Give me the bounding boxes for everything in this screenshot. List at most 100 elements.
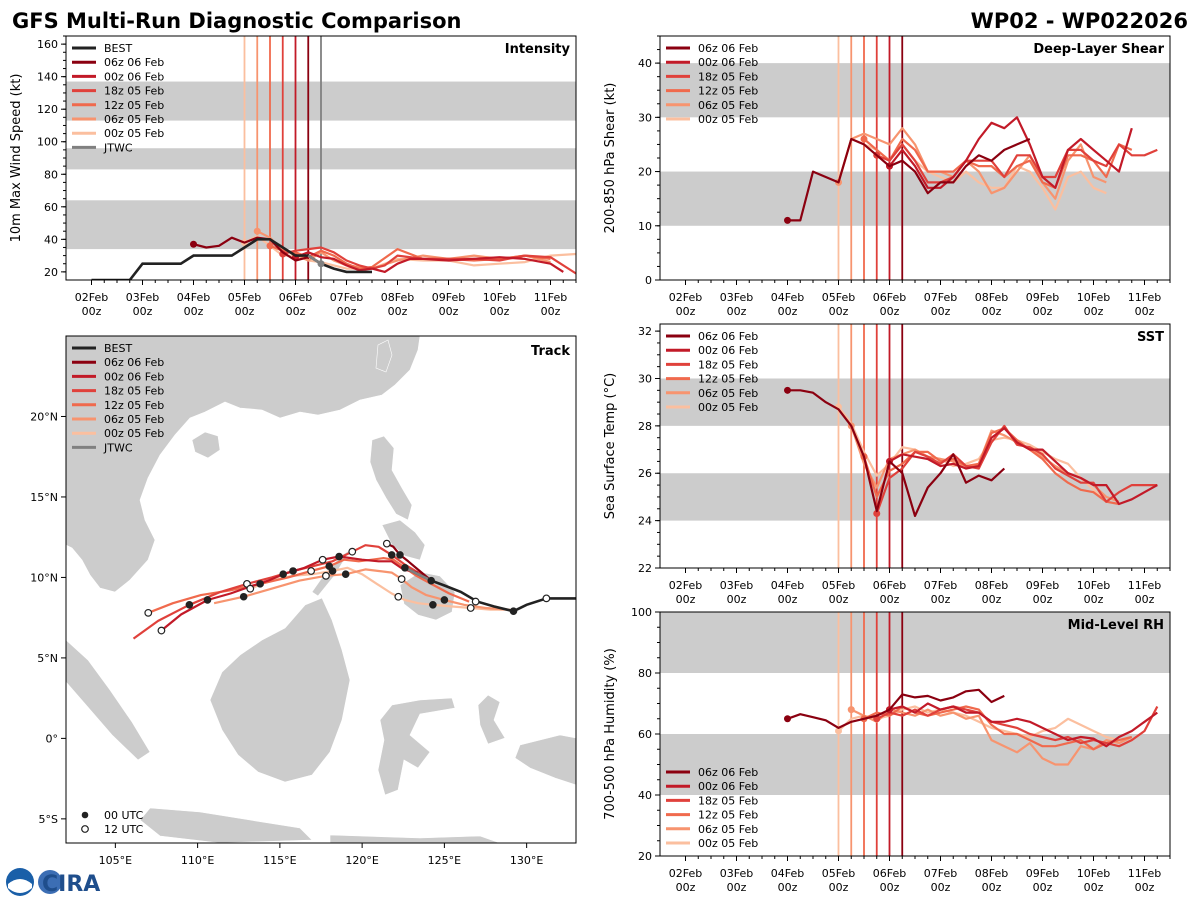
x-tick-label-hour: 00z <box>880 593 900 606</box>
series-line <box>876 143 1158 184</box>
x-tick-label-hour: 00z <box>133 305 153 318</box>
y-axis-label: Sea Surface Temp (°C) <box>603 373 618 520</box>
series-lines <box>784 116 1158 224</box>
x-tick-label: 11Feb <box>1128 579 1161 592</box>
init-point <box>266 242 274 250</box>
x-tick-label: 02Feb <box>75 291 108 304</box>
x-tick-label: 02Feb <box>669 867 702 880</box>
y-tick-label: 30 <box>638 111 652 124</box>
y-tick-label: 0 <box>645 274 652 287</box>
legend-label: 00z 05 Feb <box>698 401 758 414</box>
marker-12utc <box>471 597 480 606</box>
marker-00utc <box>185 600 194 609</box>
forecast-track <box>160 555 419 632</box>
x-tick-label: 08Feb <box>975 291 1008 304</box>
series-line <box>837 705 1120 742</box>
marker-12utc <box>397 575 406 583</box>
series-lines <box>784 688 1159 766</box>
x-tick-label-hour: 00z <box>676 305 696 318</box>
x-tick-label-hour: 00z <box>286 305 306 318</box>
land-luzon <box>369 435 413 521</box>
x-tick-label-hour: 00z <box>1033 881 1053 894</box>
marker-12utc <box>307 567 316 575</box>
marker-00utc-swatch <box>81 811 89 819</box>
axes-frame <box>65 335 577 844</box>
legend-label: 06z 05 Feb <box>698 387 758 400</box>
x-tick-label: 10Feb <box>483 291 516 304</box>
x-tick-label: 10Feb <box>1077 867 1110 880</box>
series-line <box>862 427 1120 506</box>
x-tick-label: 06Feb <box>873 867 906 880</box>
shear-panel: 01020304002Feb00z03Feb00z04Feb00z05Feb00… <box>603 35 1171 318</box>
y-tick-label: 60 <box>638 728 652 741</box>
threshold-band <box>660 378 1170 426</box>
run-init-lines <box>837 36 904 280</box>
legend-label: 00z 05 Feb <box>698 113 758 126</box>
land-lesser-sunda <box>329 834 501 843</box>
x-tick-label: 02Feb <box>669 291 702 304</box>
threshold-band <box>660 63 1170 118</box>
marker-12utc <box>394 592 403 601</box>
x-tick-label-hour: 00z <box>982 305 1002 318</box>
x-tick-label: 10Feb <box>1077 291 1110 304</box>
lat-tick-label: 5°N <box>37 652 58 665</box>
x-tick-label: 09Feb <box>1026 867 1059 880</box>
legend-label: 06z 05 Feb <box>104 113 164 126</box>
x-tick-label-hour: 00z <box>388 305 408 318</box>
jtwc-point <box>317 260 325 268</box>
x-tick-label: 07Feb <box>924 579 957 592</box>
init-point <box>784 386 791 394</box>
run-init-lines <box>837 324 904 568</box>
lon-tick-label: 115°E <box>263 854 296 867</box>
land-new-guinea <box>514 734 576 786</box>
marker-00utc <box>335 552 343 561</box>
noaa-wave-icon <box>8 879 32 893</box>
legend-label: 18z 05 Feb <box>698 358 758 371</box>
legend-label: 00z 05 Feb <box>698 837 758 850</box>
legend-label: 18z 05 Feb <box>104 85 164 98</box>
x-tick-label-hour: 00z <box>1084 881 1104 894</box>
x-tick-label-hour: 00z <box>82 305 102 318</box>
lat-tick-label: 20°N <box>30 410 58 423</box>
land-sumatra <box>66 639 151 761</box>
series-line <box>850 708 1133 766</box>
track-markers <box>144 539 551 635</box>
series-line <box>193 236 309 262</box>
x-tick-label-hour: 00z <box>829 305 849 318</box>
legend-label: 06z 06 Feb <box>698 42 758 55</box>
x-tick-label: 04Feb <box>771 291 804 304</box>
y-tick-label: 22 <box>638 562 652 575</box>
marker-12utc <box>157 626 166 635</box>
y-tick-label: 120 <box>37 103 58 116</box>
marker-00utc <box>256 580 264 588</box>
legend-label: BEST <box>104 342 132 355</box>
land-java <box>139 807 313 843</box>
x-tick-label: 06Feb <box>279 291 312 304</box>
jtwc-track <box>407 568 432 582</box>
x-tick-label-hour: 00z <box>337 305 357 318</box>
panel-title: Deep-Layer Shear <box>1033 42 1164 57</box>
x-tick-label: 04Feb <box>771 867 804 880</box>
track-panel: 105°E 110°E 115°E 120°E 125°E 130°E 20°N 15°N 10… <box>30 335 577 867</box>
cira-logo-text: CIRA <box>42 872 100 897</box>
marker-legend-label: 12 UTC <box>104 823 144 836</box>
series-line <box>889 702 1158 748</box>
x-tick-label: 11Feb <box>1128 867 1161 880</box>
legend-label: 12z 05 Feb <box>698 373 758 386</box>
legend-label: JTWC <box>103 141 133 154</box>
x-tick-label: 05Feb <box>822 867 855 880</box>
init-point <box>253 227 261 235</box>
marker-legend-label: 00 UTC <box>104 809 144 822</box>
run-init-lines <box>837 612 904 856</box>
series-lines <box>784 386 1158 518</box>
x-tick-label-hour: 00z <box>1135 593 1155 606</box>
legend-label: 06z 05 Feb <box>104 413 164 426</box>
legend-label: 12z 05 Feb <box>698 809 758 822</box>
x-tick-label: 05Feb <box>822 579 855 592</box>
x-tick-label: 11Feb <box>534 291 567 304</box>
legend-label: 00z 06 Feb <box>698 56 758 69</box>
series-line <box>295 251 564 273</box>
x-tick-label: 06Feb <box>873 579 906 592</box>
panel-title: Mid-Level RH <box>1068 618 1164 633</box>
legend-label: BEST <box>104 42 132 55</box>
